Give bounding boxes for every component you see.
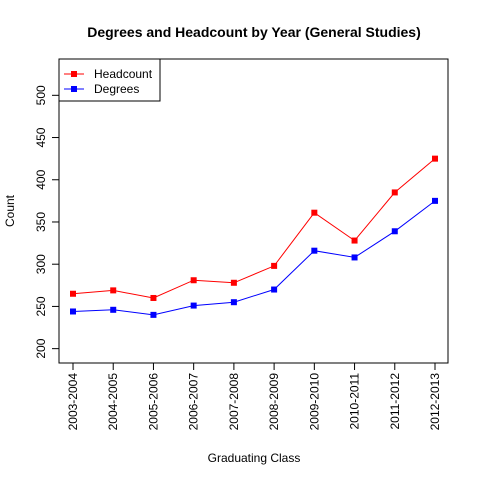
data-point-headcount (190, 277, 197, 284)
x-tick-label: 2011-2012 (388, 373, 402, 430)
y-tick-label: 300 (34, 254, 48, 274)
x-tick-label: 2008-2009 (267, 373, 281, 431)
x-tick-label: 2005-2006 (146, 373, 160, 431)
series-layer (70, 155, 438, 318)
data-point-degrees (230, 299, 237, 306)
data-point-degrees (391, 228, 398, 235)
y-axis-label: Count (3, 194, 17, 227)
data-point-degrees (190, 302, 197, 309)
x-tick-label: 2004-2005 (106, 373, 120, 431)
legend-label-degrees: Degrees (94, 82, 139, 96)
data-point-degrees (70, 308, 76, 315)
data-point-degrees (110, 306, 117, 313)
data-point-headcount (311, 209, 318, 216)
data-point-headcount (150, 294, 157, 301)
data-point-headcount (230, 279, 237, 286)
x-axis-label: Graduating Class (208, 451, 301, 465)
x-tick-label: 2010-2011 (348, 373, 362, 430)
data-point-degrees (432, 197, 438, 204)
x-axis: 2003-2004 2004-2005 2005-2006 2006-2007 2007… (66, 362, 442, 431)
series-line-headcount (72, 158, 436, 299)
x-tick-label: 2012-2013 (428, 373, 442, 431)
y-tick-label: 350 (34, 212, 48, 232)
data-point-degrees (271, 286, 278, 293)
x-tick-label: 2006-2007 (187, 373, 201, 431)
data-point-degrees (150, 311, 157, 318)
y-tick-label: 400 (34, 169, 48, 189)
y-tick-label: 450 (34, 127, 48, 147)
legend-box (58, 58, 161, 102)
x-tick-label: 2009-2010 (307, 373, 321, 431)
chart-title: Degrees and Headcount by Year (General S… (87, 24, 421, 40)
y-tick-label: 500 (34, 85, 48, 105)
legend-marker-degrees (71, 86, 77, 92)
data-point-headcount (432, 155, 438, 162)
data-point-headcount (110, 287, 117, 294)
x-tick-label: 2007-2008 (227, 373, 241, 431)
data-point-headcount (351, 237, 358, 244)
plot-area-border (58, 58, 449, 364)
data-point-degrees (351, 254, 358, 261)
y-tick-label: 250 (34, 296, 48, 316)
legend-marker-headcount (71, 71, 77, 77)
series-line-degrees (72, 200, 436, 316)
y-axis: 200 250 300 350 400 450 500 (34, 85, 60, 359)
data-point-degrees (311, 247, 318, 254)
x-tick-label: 2003-2004 (66, 373, 80, 431)
y-tick-label: 200 (34, 338, 48, 358)
data-point-headcount (271, 262, 278, 269)
legend-label-headcount: Headcount (94, 67, 153, 81)
data-point-headcount (391, 189, 398, 196)
data-point-headcount (70, 290, 76, 297)
